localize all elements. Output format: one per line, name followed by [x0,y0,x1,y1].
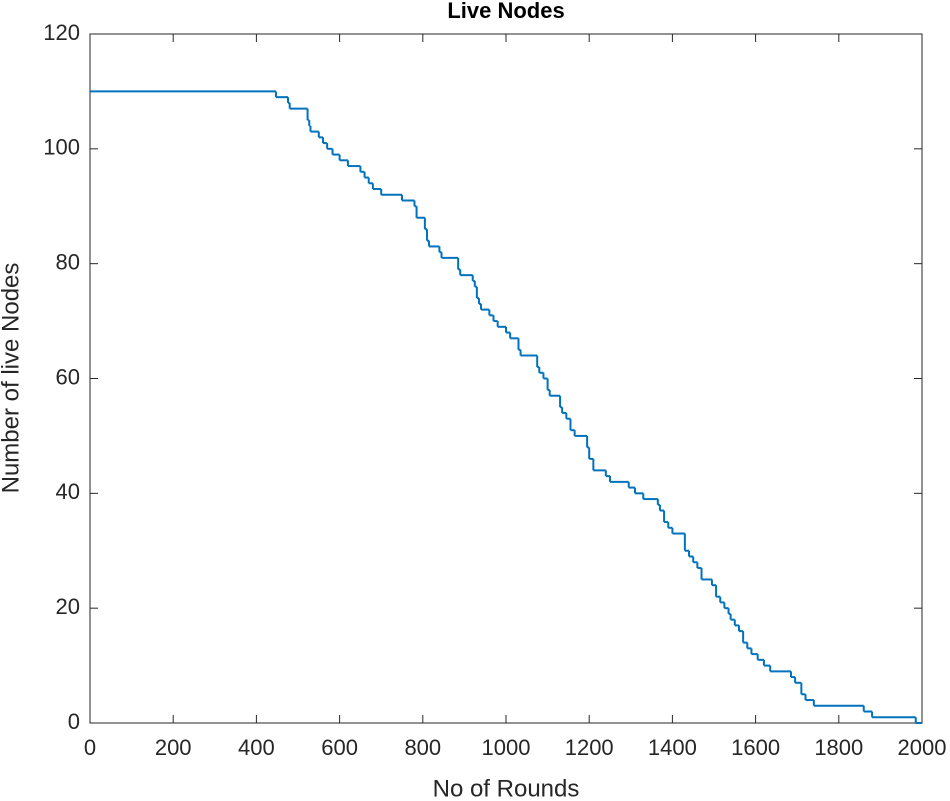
x-axis-label: No of Rounds [433,775,580,801]
x-tick-label: 200 [155,735,192,760]
y-tick-label: 0 [68,709,80,734]
x-tick-label: 800 [404,735,441,760]
chart-title: Live Nodes [447,0,564,23]
x-tick-label: 1000 [482,735,531,760]
y-tick-label: 20 [56,594,80,619]
x-tick-label: 1600 [731,735,780,760]
x-tick-label: 400 [238,735,275,760]
y-tick-label: 120 [43,20,80,45]
y-axis-label: Number of live Nodes [0,263,24,494]
plot-box [89,33,923,724]
x-tick-label: 1400 [648,735,697,760]
x-tick-label: 600 [321,735,358,760]
x-tick-label: 2000 [898,735,947,760]
y-tick-label: 80 [56,249,80,274]
x-tick-label: 1200 [565,735,614,760]
y-tick-label: 40 [56,479,80,504]
y-tick-label: 60 [56,364,80,389]
x-tick-label: 0 [84,735,96,760]
x-tick-label: 1800 [814,735,863,760]
y-tick-label: 100 [43,135,80,160]
